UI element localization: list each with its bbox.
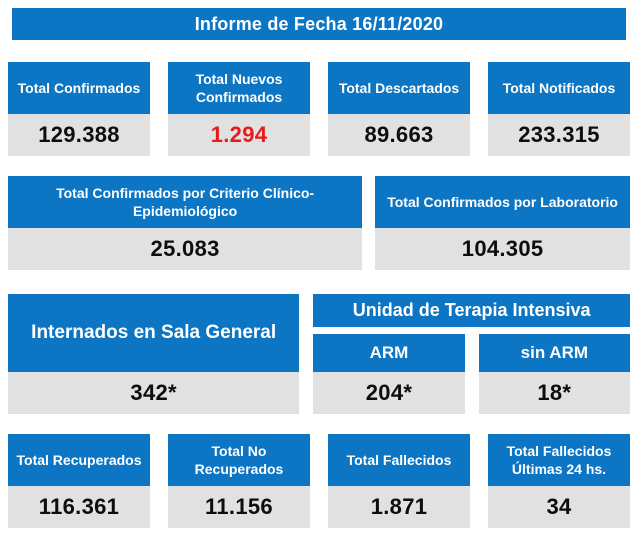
icu-title: Unidad de Terapia Intensiva — [313, 294, 630, 327]
icu-columns: ARM 204* sin ARM 18* — [313, 334, 630, 414]
stat-card-fallecidos: Total Fallecidos 1.871 — [328, 434, 470, 528]
stat-card-nuevos-confirmados: Total Nuevos Confirmados 1.294 — [168, 62, 310, 156]
stat-card-fallecidos-24hs: Total Fallecidos Últimas 24 hs. 34 — [488, 434, 630, 528]
stat-value-fallecidos: 1.871 — [328, 486, 470, 528]
stat-card-laboratorio: Total Confirmados por Laboratorio 104.30… — [375, 176, 630, 270]
stat-value-icu-arm: 204* — [313, 372, 465, 414]
stat-card-sala-general: Internados en Sala General 342* — [8, 294, 300, 414]
stat-label-laboratorio: Total Confirmados por Laboratorio — [375, 176, 630, 228]
stat-value-icu-sin-arm: 18* — [478, 372, 630, 414]
stat-label-fallecidos-24hs: Total Fallecidos Últimas 24 hs. — [488, 434, 630, 486]
report-title: Informe de Fecha 16/11/2020 — [194, 13, 444, 34]
stat-label-icu-arm: ARM — [313, 334, 465, 372]
stat-label-no-recuperados: Total No Recuperados — [168, 434, 310, 486]
stat-value-criterio-clinico: 25.083 — [8, 228, 363, 270]
stat-card-total-confirmados: Total Confirmados 129.388 — [8, 62, 150, 156]
stat-value-nuevos-confirmados: 1.294 — [168, 114, 310, 156]
stat-value-laboratorio: 104.305 — [375, 228, 630, 270]
stat-card-no-recuperados: Total No Recuperados 11.156 — [168, 434, 310, 528]
criteria-row: Total Confirmados por Criterio Clínico-E… — [8, 176, 630, 270]
stat-label-total-notificados: Total Notificados — [488, 62, 630, 114]
stat-label-icu-sin-arm: sin ARM — [478, 334, 630, 372]
stat-value-total-notificados: 233.315 — [488, 114, 630, 156]
stat-value-fallecidos-24hs: 34 — [488, 486, 630, 528]
stat-card-criterio-clinico: Total Confirmados por Criterio Clínico-E… — [8, 176, 363, 270]
stat-card-total-notificados: Total Notificados 233.315 — [488, 62, 630, 156]
stat-label-nuevos-confirmados: Total Nuevos Confirmados — [168, 62, 310, 114]
stat-card-total-descartados: Total Descartados 89.663 — [328, 62, 470, 156]
totals-row: Total Confirmados 129.388 Total Nuevos C… — [8, 62, 630, 156]
stat-label-fallecidos: Total Fallecidos — [328, 434, 470, 486]
stat-value-total-confirmados: 129.388 — [8, 114, 150, 156]
icu-panel: Unidad de Terapia Intensiva ARM 204* sin… — [313, 294, 630, 414]
stat-label-recuperados: Total Recuperados — [8, 434, 150, 486]
hospitalization-row: Internados en Sala General 342* Unidad d… — [8, 294, 630, 414]
stat-label-criterio-clinico: Total Confirmados por Criterio Clínico-E… — [8, 176, 363, 228]
stat-card-icu-arm: ARM 204* — [313, 334, 465, 414]
stat-value-sala-general: 342* — [8, 372, 300, 414]
stat-card-recuperados: Total Recuperados 116.361 — [8, 434, 150, 528]
stat-label-total-descartados: Total Descartados — [328, 62, 470, 114]
stat-card-icu-sin-arm: sin ARM 18* — [478, 334, 630, 414]
outcomes-row: Total Recuperados 116.361 Total No Recup… — [8, 434, 630, 528]
stat-label-sala-general: Internados en Sala General — [8, 294, 300, 372]
stat-value-total-descartados: 89.663 — [328, 114, 470, 156]
stat-value-no-recuperados: 11.156 — [168, 486, 310, 528]
stat-label-total-confirmados: Total Confirmados — [8, 62, 150, 114]
report-title-bar: Informe de Fecha 16/11/2020 — [12, 8, 626, 40]
stat-value-recuperados: 116.361 — [8, 486, 150, 528]
